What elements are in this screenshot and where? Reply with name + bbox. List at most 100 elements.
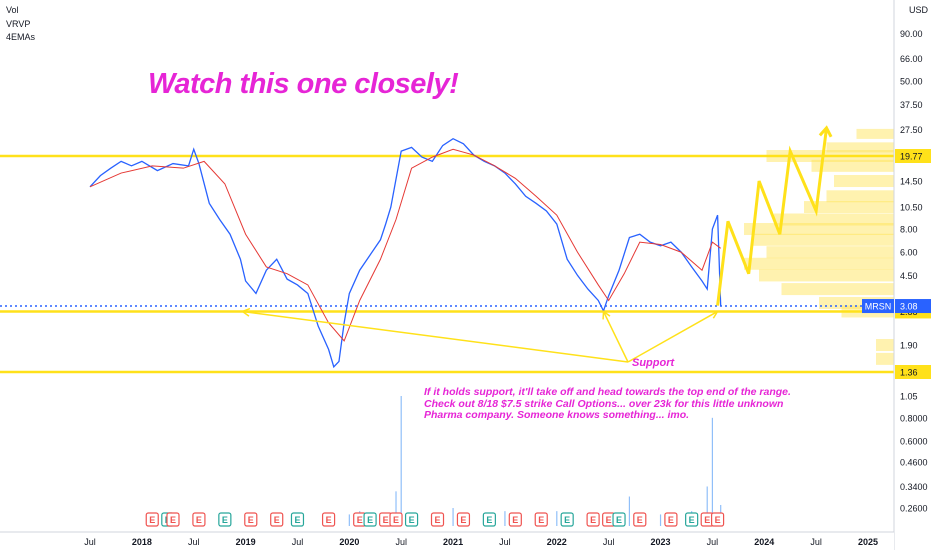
currency-label: USD xyxy=(909,5,929,15)
support-arrow xyxy=(602,311,629,363)
projection-zigzag xyxy=(716,125,833,306)
price-tick-label: 4.50 xyxy=(900,271,918,281)
earnings-marker[interactable] xyxy=(508,512,522,527)
support-arrow xyxy=(627,310,718,363)
earnings-marker-label: E xyxy=(606,515,612,525)
ema-series-line xyxy=(89,148,721,342)
earnings-marker[interactable] xyxy=(586,512,600,527)
earnings-marker-label: E xyxy=(434,515,440,525)
volume-profile-bar xyxy=(811,159,894,172)
time-tick-label: 2020 xyxy=(339,537,359,547)
earnings-marker-label: E xyxy=(668,515,674,525)
earnings-marker[interactable] xyxy=(270,512,284,527)
support-arrow xyxy=(242,310,629,363)
price-tick-label: 14.50 xyxy=(900,177,923,187)
earnings-marker[interactable] xyxy=(430,512,445,527)
time-tick-label: Jul xyxy=(499,537,511,547)
volume-profile-bar xyxy=(804,201,894,214)
earnings-marker[interactable] xyxy=(290,512,305,527)
time-tick-label: 2019 xyxy=(236,537,256,547)
price-line xyxy=(89,137,722,369)
earnings-marker-label: E xyxy=(367,515,373,525)
volume-profile-bar xyxy=(774,213,894,226)
earnings-marker[interactable] xyxy=(612,512,626,527)
earnings-marker-label: E xyxy=(409,515,415,525)
support-arrowhead xyxy=(709,310,719,319)
earnings-markers: EEEEEEEEEEEEEEEEEEEEEEEEEEEE xyxy=(145,512,725,527)
price-axis-bg xyxy=(894,0,932,550)
volume-tick-label: 0.3400 xyxy=(900,482,928,492)
earnings-marker[interactable] xyxy=(244,512,258,527)
earnings-marker-label: E xyxy=(248,515,254,525)
support-arrows xyxy=(240,307,719,363)
earnings-marker-label: E xyxy=(616,515,622,525)
time-tick-label: 2024 xyxy=(754,537,774,547)
earnings-marker-label: E xyxy=(704,515,710,525)
ticker-tag[interactable] xyxy=(862,299,894,314)
earnings-marker-label: E xyxy=(393,515,399,525)
price-tick-label: 1.36 xyxy=(900,368,918,378)
support-label: Support xyxy=(632,357,675,369)
earnings-marker-label: E xyxy=(689,515,695,525)
earnings-marker-label: E xyxy=(564,515,570,525)
earnings-marker[interactable] xyxy=(321,512,336,527)
earnings-marker-label: E xyxy=(357,515,363,525)
volume-profile-bar xyxy=(751,233,894,246)
indicator-emas[interactable]: 4EMAs xyxy=(6,32,36,42)
time-tick-label: 2021 xyxy=(443,537,463,547)
ema-line xyxy=(89,148,721,342)
indicator-vol[interactable]: Vol xyxy=(6,5,19,15)
earnings-marker-label: E xyxy=(294,515,300,525)
earnings-marker[interactable] xyxy=(710,512,725,527)
earnings-marker[interactable] xyxy=(389,512,403,527)
earnings-marker[interactable] xyxy=(482,512,496,527)
volume-profile-bar xyxy=(856,128,894,139)
volume-tick-label: 0.6000 xyxy=(900,436,928,446)
earnings-marker[interactable] xyxy=(664,512,678,527)
earnings-marker[interactable] xyxy=(192,512,206,527)
headline-annotation: Watch this one closely! xyxy=(148,68,459,100)
volume-profile-bar xyxy=(744,223,894,236)
time-tick-label: Jul xyxy=(810,537,822,547)
time-tick-label: 2022 xyxy=(547,537,567,547)
time-tick-label: Jul xyxy=(707,537,719,547)
time-tick-label: Jul xyxy=(84,537,96,547)
earnings-marker-label: E xyxy=(460,515,466,525)
earnings-marker[interactable] xyxy=(145,512,159,527)
earnings-marker[interactable] xyxy=(560,512,574,527)
price-tick-label: 27.50 xyxy=(900,125,923,135)
time-tick-label: Jul xyxy=(395,537,407,547)
earnings-marker[interactable] xyxy=(404,512,419,527)
volume-profile-bar xyxy=(826,190,894,203)
earnings-marker-label: E xyxy=(326,515,332,525)
time-tick-label: 2023 xyxy=(651,537,671,547)
price-tick-label: 50.00 xyxy=(900,77,923,87)
earnings-marker[interactable] xyxy=(534,512,548,527)
earnings-marker[interactable] xyxy=(633,512,647,527)
earnings-marker-label: E xyxy=(383,515,389,525)
time-axis-bg xyxy=(0,532,894,550)
time-tick-label: 2025 xyxy=(858,537,878,547)
current-price-label: 3.08 xyxy=(900,302,918,312)
earnings-marker[interactable] xyxy=(685,512,699,527)
price-tick-label: 6.00 xyxy=(900,248,918,258)
earnings-marker[interactable] xyxy=(456,512,471,527)
earnings-marker-label: E xyxy=(274,515,280,525)
volume-tick-label: 0.8000 xyxy=(900,413,928,423)
indicator-vrvp[interactable]: VRVP xyxy=(6,19,31,29)
earnings-marker-label: E xyxy=(196,515,202,525)
volume-profile-bar xyxy=(826,142,894,153)
earnings-marker[interactable] xyxy=(363,512,377,527)
earnings-marker-label: E xyxy=(170,515,176,525)
price-tick-highlight xyxy=(895,149,931,163)
earnings-marker[interactable] xyxy=(218,512,232,527)
volume-tick-label: 1.05 xyxy=(900,392,918,402)
price-tick-label: 37.50 xyxy=(900,100,923,110)
volume-profile xyxy=(744,128,894,365)
earnings-marker[interactable] xyxy=(166,512,180,527)
volume-tick-label: 0.2600 xyxy=(900,504,928,514)
volume-profile-bar xyxy=(759,269,894,282)
volume-profile-bar xyxy=(781,283,894,296)
